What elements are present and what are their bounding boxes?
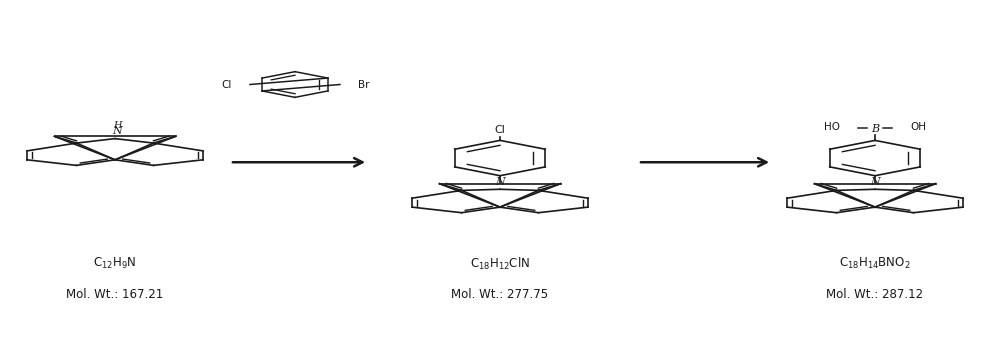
Text: N: N (495, 176, 505, 187)
Text: $\mathregular{C_{18}H_{12}ClN}$: $\mathregular{C_{18}H_{12}ClN}$ (470, 256, 530, 272)
Text: OH: OH (910, 122, 926, 131)
Text: N: N (870, 176, 880, 187)
Text: Mol. Wt.: 167.21: Mol. Wt.: 167.21 (66, 288, 164, 300)
Text: N: N (112, 126, 122, 136)
Text: Cl: Cl (222, 79, 232, 90)
Text: Cl: Cl (495, 125, 505, 135)
Text: $\mathregular{C_{12}H_9N}$: $\mathregular{C_{12}H_9N}$ (93, 256, 137, 271)
Text: Br: Br (358, 79, 370, 90)
Text: Mol. Wt.: 277.75: Mol. Wt.: 277.75 (451, 288, 549, 300)
Text: H: H (113, 121, 121, 130)
Text: HO: HO (824, 122, 840, 131)
Text: Mol. Wt.: 287.12: Mol. Wt.: 287.12 (826, 288, 924, 300)
Text: B: B (871, 124, 879, 134)
Text: $\mathregular{C_{18}H_{14}BNO_2}$: $\mathregular{C_{18}H_{14}BNO_2}$ (839, 256, 911, 271)
